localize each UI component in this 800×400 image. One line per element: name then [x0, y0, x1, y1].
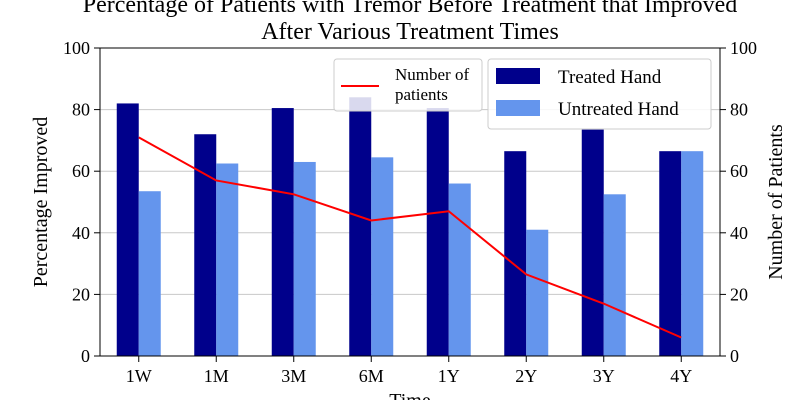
- x-tick-label-1Y: 1Y: [438, 366, 460, 386]
- patients-line-layer: [138, 136, 682, 339]
- right-tick-label-60: 60: [730, 161, 748, 181]
- legend-bars: Treated Hand Untreated Hand: [487, 58, 712, 130]
- left-tick-label-20: 20: [72, 284, 90, 304]
- left-tick-label-60: 60: [72, 161, 90, 181]
- bar-untreated-3M: [293, 161, 316, 356]
- chart-title-line-1: Percentage of Patients with Tremor Befor…: [83, 0, 738, 18]
- bar-treated-4Y: [659, 151, 682, 356]
- bar-treated-1W: [116, 103, 139, 356]
- legend-line: Number of patients: [333, 58, 483, 112]
- x-tick-label-2Y: 2Y: [515, 366, 537, 386]
- bar-untreated-6M: [371, 157, 394, 356]
- left-tick-label-100: 100: [63, 38, 90, 58]
- bar-untreated-1W: [138, 191, 161, 356]
- bar-untreated-1M: [216, 163, 239, 356]
- legend-line-label-2: patients: [395, 85, 448, 104]
- bar-untreated-3Y: [603, 194, 626, 356]
- bar-treated-1Y: [426, 108, 449, 356]
- x-tick-label-6M: 6M: [359, 366, 384, 386]
- patients-line: [138, 136, 682, 339]
- legend-line-box: [333, 58, 483, 112]
- y-axis-label: Percentage Improved: [30, 117, 52, 287]
- right-tick-label-40: 40: [730, 223, 748, 243]
- bar-treated-3Y: [581, 129, 604, 356]
- right-tick-label-20: 20: [730, 284, 748, 304]
- bar-untreated-1Y: [448, 183, 471, 356]
- left-tick-label-0: 0: [81, 346, 90, 366]
- bar-treated-3M: [271, 108, 294, 356]
- bar-treated-1M: [194, 134, 217, 356]
- left-tick-label-40: 40: [72, 223, 90, 243]
- left-axis-ticks: 0 20 40 60 80 100: [63, 38, 100, 366]
- legend-line-label-1: Number of: [395, 65, 469, 84]
- plot-frame: [99, 47, 721, 357]
- x-tick-label-1W: 1W: [126, 366, 152, 386]
- legend-label-untreated: Untreated Hand: [558, 99, 679, 120]
- bar-treated-6M: [349, 97, 372, 356]
- x-tick-label-3M: 3M: [281, 366, 306, 386]
- left-tick-label-80: 80: [72, 100, 90, 120]
- legend-swatch-treated: [496, 68, 540, 84]
- legend-bars-box: [487, 58, 712, 130]
- x-axis-label: Time: [389, 390, 431, 400]
- x-tick-label-4Y: 4Y: [670, 366, 692, 386]
- x-tick-label-3Y: 3Y: [593, 366, 615, 386]
- chart-title-line-2: After Various Treatment Times: [261, 19, 559, 45]
- right-tick-label-0: 0: [730, 346, 739, 366]
- right-axis-ticks: 0 20 40 60 80 100: [720, 38, 757, 366]
- x-tick-label-1M: 1M: [204, 366, 229, 386]
- y2-axis-label: Number of Patients: [765, 124, 787, 280]
- bar-treated-2Y: [504, 151, 527, 356]
- x-axis-ticks: 1W 1M 3M 6M 1Y 2Y 3Y 4Y: [126, 356, 692, 386]
- right-tick-label-80: 80: [730, 100, 748, 120]
- legend-label-treated: Treated Hand: [558, 67, 662, 88]
- right-tick-label-100: 100: [730, 38, 757, 58]
- bar-untreated-4Y: [681, 151, 704, 356]
- bar-untreated-2Y: [526, 229, 549, 356]
- legend-swatch-untreated: [496, 100, 540, 116]
- bars: [116, 97, 704, 356]
